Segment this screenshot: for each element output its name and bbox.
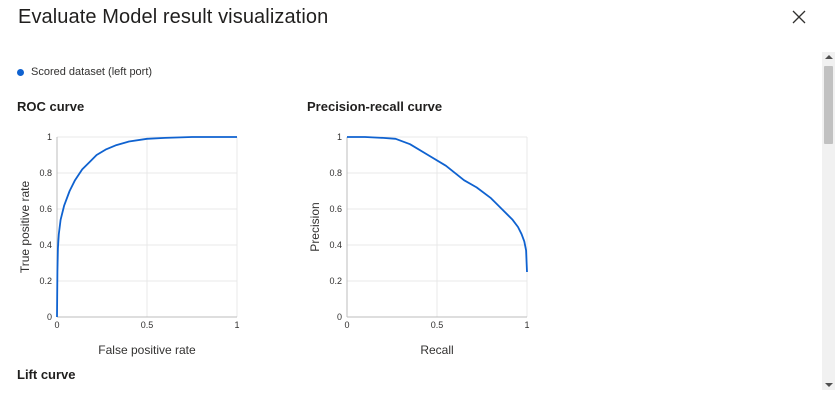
roc-y-axis-label: True positive rate	[18, 181, 32, 274]
roc-x-tick-label: 1	[234, 320, 239, 330]
legend-label: Scored dataset (left port)	[31, 66, 153, 78]
scroll-up-button[interactable]	[822, 52, 835, 62]
close-button[interactable]	[788, 6, 810, 28]
scroll-down-button[interactable]	[822, 380, 835, 390]
roc-y-tick-label: 0.8	[39, 168, 52, 178]
roc-y-tick-label: 0	[47, 312, 52, 322]
legend-dot	[17, 68, 24, 76]
roc-y-tick-label: 0.4	[39, 240, 52, 250]
pr-y-tick-label: 0.6	[329, 204, 342, 214]
close-icon	[792, 10, 806, 24]
roc-chart: 0 0.2 0.4 0.6 0.8 1 0 0.5 1 False positive rate Tr…	[18, 132, 240, 357]
pr-series-line	[347, 136, 528, 273]
pr-x-tick-label: 1	[524, 320, 529, 330]
pr-y-axis-label: Precision	[308, 202, 322, 251]
roc-section-title: ROC curve	[17, 99, 85, 114]
lift-section-title: Lift curve	[17, 367, 76, 382]
pr-y-tick-label: 0.4	[329, 240, 342, 250]
roc-y-tick-label: 0.2	[39, 276, 52, 286]
pr-section-title: Precision-recall curve	[307, 99, 443, 114]
pr-y-tick-label: 0.8	[329, 168, 342, 178]
pr-y-tick-label: 0	[337, 312, 342, 322]
roc-y-tick-label: 1	[47, 132, 52, 142]
scrollbar[interactable]	[822, 52, 835, 390]
pr-x-tick-label: 0.5	[431, 320, 444, 330]
scroll-down-icon	[824, 383, 833, 387]
roc-x-tick-label: 0.5	[141, 320, 154, 330]
pr-y-tick-label: 0.2	[329, 276, 342, 286]
pr-x-axis-label: Recall	[420, 343, 453, 357]
roc-series-line	[56, 136, 237, 318]
pr-y-tick-label: 1	[337, 132, 342, 142]
roc-x-tick-label: 0	[54, 320, 59, 330]
dialog-title: Evaluate Model result visualization	[18, 6, 329, 28]
scroll-thumb[interactable]	[824, 66, 833, 144]
roc-y-tick-label: 0.6	[39, 204, 52, 214]
pr-x-tick-label: 0	[344, 320, 349, 330]
scroll-up-icon	[824, 55, 833, 59]
pr-chart: 0 0.2 0.4 0.6 0.8 1 0 0.5 1 Recall Precision	[308, 132, 530, 357]
roc-x-axis-label: False positive rate	[98, 343, 196, 357]
legend: Scored dataset (left port)	[17, 66, 152, 78]
